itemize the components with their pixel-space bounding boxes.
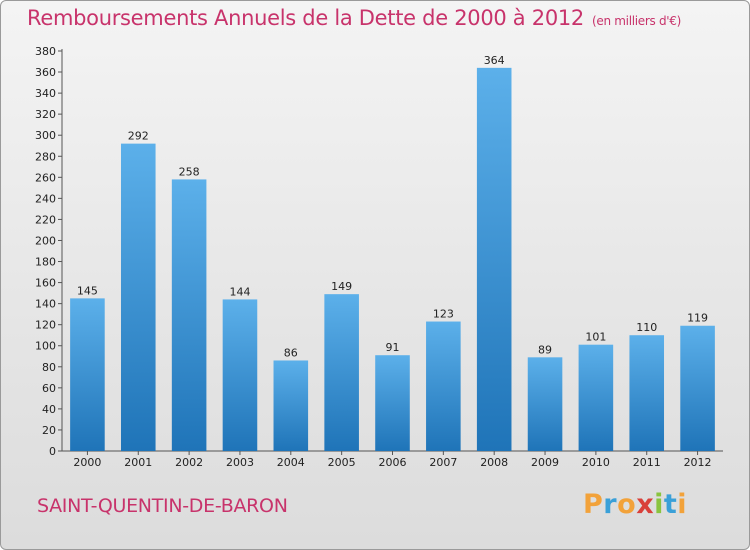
logo-letter: x [636, 489, 655, 520]
y-tick-label: 360 [35, 66, 56, 79]
bar-2005 [324, 294, 359, 451]
bar-value-label: 110 [636, 321, 657, 334]
x-tick-label: 2009 [531, 456, 559, 469]
chart-unit: (en milliers d'€) [592, 14, 682, 28]
bar-value-label: 86 [284, 346, 298, 359]
bar-value-label: 123 [433, 308, 454, 321]
bar-2009 [527, 357, 563, 451]
logo-letter: r [603, 489, 618, 520]
y-tick-label: 280 [35, 150, 56, 163]
y-tick-label: 140 [35, 298, 56, 311]
x-tick-label: 2001 [124, 456, 152, 469]
bar-value-label: 101 [585, 331, 606, 344]
commune-name: SAINT-QUENTIN-DE-BARON [37, 495, 288, 517]
y-tick-label: 220 [35, 213, 56, 226]
x-tick-label: 2002 [175, 456, 203, 469]
chart-axes: 0 20 40 60 80 100 120 140 160 180 200 220 240 260 280 3… [35, 45, 723, 458]
y-tick-label: 340 [35, 87, 56, 100]
y-tick-label: 0 [49, 445, 56, 458]
bar-2003 [222, 299, 258, 451]
chart-title: Remboursements Annuels de la Dette de 20… [27, 6, 681, 36]
bar-value-label: 292 [128, 130, 149, 143]
bar-2012 [680, 325, 715, 451]
y-tick-label: 260 [35, 171, 56, 184]
bar-2007 [426, 321, 461, 451]
bar-value-label: 149 [331, 280, 352, 293]
x-tick-label: 2006 [379, 456, 407, 469]
bar-value-label: 144 [229, 285, 250, 298]
y-tick-label: 120 [35, 319, 56, 332]
y-tick-label: 180 [35, 256, 56, 269]
chart-title-text: Remboursements Annuels de la Dette de 20… [27, 6, 584, 30]
logo-letter: i [654, 489, 664, 520]
chart-bars [70, 67, 715, 451]
x-tick-label: 2000 [73, 456, 101, 469]
y-tick-label: 320 [35, 108, 56, 121]
y-tick-label: 100 [35, 340, 56, 353]
bar-2010 [578, 344, 614, 451]
y-tick-label: 380 [35, 45, 56, 58]
chart-labels: 2000 145 2001 292 2002 258 2003 144 2004 86 2005 14… [73, 54, 711, 469]
y-tick-label: 300 [35, 129, 56, 142]
bar-value-label: 91 [386, 341, 400, 354]
bar-2011 [629, 335, 665, 451]
bar-value-label: 145 [77, 284, 98, 297]
x-tick-label: 2010 [582, 456, 610, 469]
y-tick-label: 160 [35, 277, 56, 290]
y-tick-label: 60 [42, 382, 56, 395]
x-tick-label: 2008 [480, 456, 508, 469]
bar-2002 [171, 179, 207, 451]
bar-2001 [120, 143, 156, 451]
x-tick-label: 2011 [633, 456, 661, 469]
logo-letter: t [663, 489, 678, 520]
y-tick-label: 240 [35, 192, 56, 205]
bar-2006 [375, 355, 410, 451]
y-tick-label: 40 [42, 403, 56, 416]
bar-value-label: 119 [687, 312, 708, 325]
bar-value-label: 364 [484, 54, 505, 67]
logo-letter: i [677, 489, 688, 520]
x-tick-label: 2007 [429, 456, 457, 469]
logo-letter: o [617, 489, 637, 520]
bar-2000 [70, 298, 105, 451]
x-tick-label: 2003 [226, 456, 254, 469]
y-tick-label: 200 [35, 234, 56, 247]
bar-2004 [273, 360, 309, 451]
proxiti-logo: Proxiti [583, 489, 687, 520]
x-tick-label: 2004 [277, 456, 305, 469]
bar-2008 [476, 67, 512, 451]
y-tick-label: 20 [42, 424, 56, 437]
bar-value-label: 89 [538, 343, 552, 356]
logo-letter: P [583, 489, 604, 520]
x-tick-label: 2012 [684, 456, 712, 469]
x-tick-label: 2005 [328, 456, 356, 469]
y-tick-label: 80 [42, 361, 56, 374]
bar-value-label: 258 [179, 165, 200, 178]
